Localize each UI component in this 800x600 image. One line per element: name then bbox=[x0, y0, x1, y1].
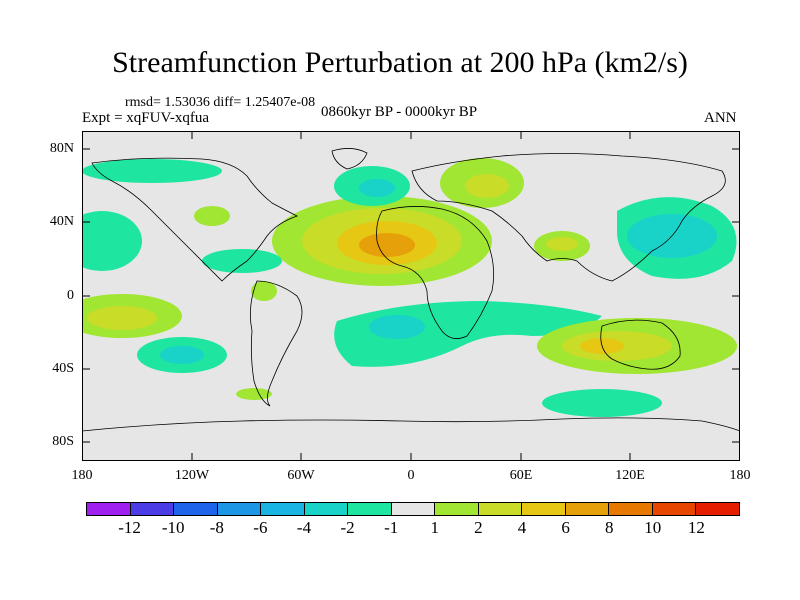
colorbar-swatch bbox=[522, 503, 566, 515]
positive-anomaly-south-america bbox=[251, 281, 277, 301]
stats-text: rmsd= 1.53036 diff= 1.25407e-08 bbox=[125, 95, 316, 110]
map-svg bbox=[82, 131, 740, 461]
positive-anomaly-drake-passage bbox=[236, 388, 272, 400]
negative-anomaly-arctic bbox=[82, 159, 222, 183]
colorbar-label: 10 bbox=[644, 518, 662, 537]
negative-anomaly-southern-ocean bbox=[542, 389, 662, 417]
positive-anomaly-north-africa bbox=[359, 233, 415, 257]
colorbar-label: 12 bbox=[687, 518, 705, 537]
colorbar-label: 2 bbox=[474, 518, 483, 537]
greenland-outline bbox=[331, 148, 368, 170]
colorbar-swatch bbox=[609, 503, 653, 515]
map-frame bbox=[82, 131, 740, 461]
map-panel bbox=[82, 131, 740, 461]
positive-anomaly-north-america bbox=[194, 206, 230, 226]
australia-outline bbox=[600, 319, 681, 370]
colorbar-label: -12 bbox=[118, 518, 141, 537]
axis-ticks bbox=[82, 131, 740, 461]
colorbar-swatch bbox=[217, 503, 262, 515]
experiment-label: Expt = xqFUV-xqfua bbox=[82, 110, 210, 126]
colorbar-label: 6 bbox=[561, 518, 570, 537]
colorbar-label: -4 bbox=[296, 518, 312, 537]
africa-outline bbox=[376, 206, 495, 339]
colorbar bbox=[86, 502, 740, 516]
negative-anomaly-central-pacific bbox=[82, 211, 142, 271]
colorbar-swatch bbox=[261, 503, 305, 515]
negative-anomaly-subtropical bbox=[202, 249, 282, 273]
colorbar-label: -10 bbox=[161, 518, 185, 537]
colorbar-label: -2 bbox=[340, 518, 355, 537]
x-tick-label: 60E bbox=[509, 468, 533, 483]
x-tick-label: 120W bbox=[174, 468, 210, 483]
colorbar-label: -1 bbox=[384, 518, 399, 537]
colorbar-label: 8 bbox=[604, 518, 614, 537]
positive-anomaly-south-pacific bbox=[87, 306, 157, 330]
contour-fills bbox=[82, 158, 737, 417]
colorbar-swatch bbox=[391, 503, 436, 515]
colorbar-label: -8 bbox=[209, 518, 224, 537]
y-tick-label: 40S bbox=[52, 361, 74, 376]
x-tick-label: 0 bbox=[407, 468, 415, 483]
eurasia-outline bbox=[411, 153, 726, 282]
colorbar-swatch bbox=[565, 503, 610, 515]
colorbar-swatch bbox=[87, 503, 131, 515]
x-tick-label: 120E bbox=[615, 468, 645, 483]
plot-title: Streamfunction Perturbation at 200 hPa (… bbox=[112, 46, 688, 79]
colorbar-swatch bbox=[696, 503, 739, 515]
colorbar-swatch bbox=[478, 503, 523, 515]
colorbar-swatch bbox=[174, 503, 218, 515]
coastlines bbox=[82, 148, 740, 432]
y-tick-label: 40N bbox=[49, 214, 74, 229]
colorbar-swatch bbox=[348, 503, 392, 515]
south-america-outline bbox=[249, 280, 303, 407]
negative-anomaly-south-atlantic bbox=[369, 315, 425, 339]
north-america-outline bbox=[91, 157, 299, 282]
positive-anomaly-india bbox=[546, 237, 578, 251]
colorbar-label: -6 bbox=[253, 518, 268, 537]
x-tick-label: 60W bbox=[287, 468, 315, 483]
season-label: ANN bbox=[704, 110, 737, 126]
colorbar-label: 1 bbox=[430, 518, 440, 537]
period-label: 0860kyr BP - 0000kyr BP bbox=[321, 104, 478, 120]
colorbar-swatch bbox=[130, 503, 175, 515]
colorbar-swatch bbox=[435, 503, 479, 515]
colorbar-label: 4 bbox=[517, 518, 527, 537]
colorbar-swatch bbox=[304, 503, 349, 515]
x-tick-label: 180 bbox=[71, 468, 93, 483]
negative-anomaly-north-atlantic bbox=[359, 179, 395, 197]
colorbar-swatch bbox=[652, 503, 697, 515]
negative-anomaly-south-pacific bbox=[160, 346, 204, 364]
x-tick-label: 180 bbox=[729, 468, 751, 483]
antarctica-outline bbox=[82, 417, 740, 432]
positive-anomaly-europe bbox=[465, 174, 509, 198]
y-tick-label: 80N bbox=[49, 141, 74, 156]
y-tick-label: 0 bbox=[67, 288, 74, 303]
y-tick-label: 80S bbox=[52, 434, 74, 449]
